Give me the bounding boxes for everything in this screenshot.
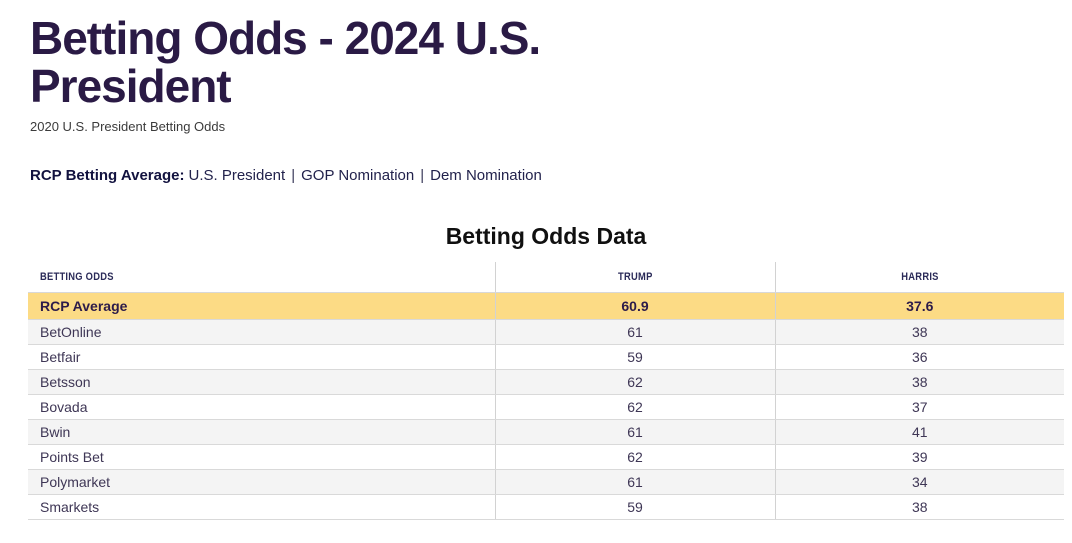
page-subtitle: 2020 U.S. President Betting Odds: [30, 119, 226, 134]
table-header-row: BETTING ODDS TRUMP HARRIS: [28, 262, 1064, 293]
harris-odds-value: 37: [774, 394, 1064, 420]
column-header-harris: HARRIS: [774, 262, 1064, 293]
trump-odds-value: 59: [494, 494, 775, 520]
rcp-betting-average-nav: RCP Betting Average: U.S. President | GOP N…: [30, 167, 1042, 184]
table-heading: Betting Odds Data: [445, 223, 647, 249]
table-row: Polymarket 61 34: [28, 469, 1064, 495]
trump-odds-value: 61: [494, 419, 775, 445]
rcp-nav-link-gop-nomination[interactable]: GOP Nomination: [301, 167, 415, 184]
rcp-average-harris-value: 37.6: [774, 292, 1064, 320]
trump-odds-value: 59: [494, 344, 775, 370]
rcp-average-row: RCP Average 60.9 37.6: [28, 292, 1064, 320]
rcp-nav-link-dem-nomination[interactable]: Dem Nomination: [430, 167, 542, 184]
bookmaker-name: Smarkets: [28, 494, 495, 520]
bookmaker-name: Bwin: [28, 419, 495, 445]
column-header-betting-odds: BETTING ODDS: [28, 262, 495, 293]
harris-odds-value: 38: [774, 369, 1064, 395]
trump-odds-value: 62: [494, 444, 775, 470]
table-row: BetOnline 61 38: [28, 319, 1064, 345]
table-row: Bovada 62 37: [28, 394, 1064, 420]
bookmaker-name: Betsson: [28, 369, 495, 395]
harris-odds-value: 41: [774, 419, 1064, 445]
trump-odds-value: 62: [494, 369, 775, 395]
rcp-nav-separator: |: [420, 167, 425, 184]
table-row: Smarkets 59 38: [28, 494, 1064, 520]
rcp-nav-links: U.S. President | GOP Nomination | Dem Nomina…: [188, 167, 541, 184]
betting-odds-table: BETTING ODDS TRUMP HARRIS RCP Average 60…: [28, 262, 1064, 520]
bookmaker-name: Betfair: [28, 344, 495, 370]
harris-odds-value: 38: [774, 494, 1064, 520]
harris-odds-value: 38: [774, 319, 1064, 345]
trump-odds-value: 62: [494, 394, 775, 420]
table-body: BetOnline 61 38 Betfair 59 36 Betsson 62 38 Bovad…: [28, 319, 1064, 520]
header-block: Betting Odds - 2024 U.S. President 2020 …: [0, 0, 1072, 184]
rcp-average-label: RCP Average: [28, 292, 495, 320]
harris-odds-value: 34: [774, 469, 1064, 495]
harris-odds-value: 39: [774, 444, 1064, 470]
harris-odds-value: 36: [774, 344, 1064, 370]
rcp-nav-separator: |: [291, 167, 296, 184]
page-title: Betting Odds - 2024 U.S. President: [30, 12, 541, 112]
column-header-trump: TRUMP: [494, 262, 775, 293]
table-row: Betfair 59 36: [28, 344, 1064, 370]
trump-odds-value: 61: [494, 319, 775, 345]
bookmaker-name: Points Bet: [28, 444, 495, 470]
rcp-nav-label: RCP Betting Average:: [30, 167, 185, 184]
rcp-nav-link-u-s-president[interactable]: U.S. President: [188, 167, 286, 184]
rcp-average-trump-value: 60.9: [494, 292, 775, 320]
trump-odds-value: 61: [494, 469, 775, 495]
bookmaker-name: BetOnline: [28, 319, 495, 345]
bookmaker-name: Bovada: [28, 394, 495, 420]
table-row: Bwin 61 41: [28, 419, 1064, 445]
bookmaker-name: Polymarket: [28, 469, 495, 495]
table-row: Points Bet 62 39: [28, 444, 1064, 470]
table-row: Betsson 62 38: [28, 369, 1064, 395]
